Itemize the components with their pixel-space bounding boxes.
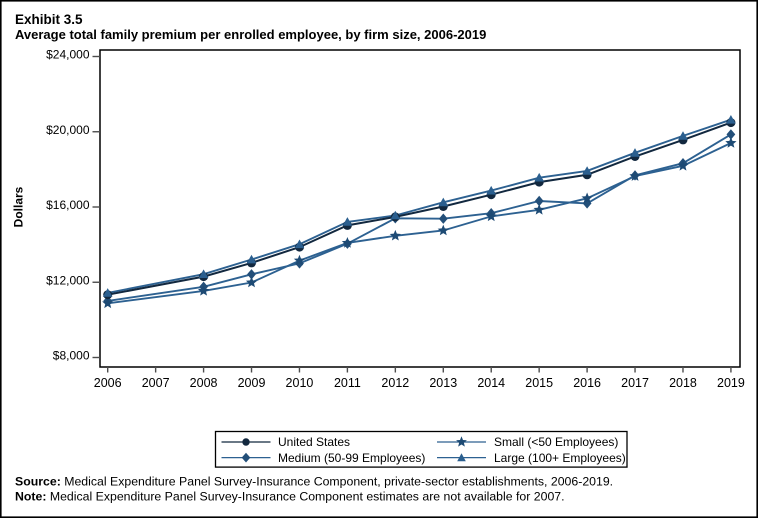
- svg-text:$12,000: $12,000: [46, 273, 90, 287]
- svg-text:Average total family premium p: Average total family premium per enrolle…: [15, 27, 486, 42]
- svg-text:$16,000: $16,000: [46, 198, 90, 212]
- svg-text:2014: 2014: [477, 376, 505, 390]
- svg-text:Source: Medical Expenditure Pa: Source: Medical Expenditure Panel Survey…: [15, 475, 613, 489]
- svg-text:Exhibit 3.5: Exhibit 3.5: [15, 12, 83, 27]
- svg-text:2017: 2017: [621, 376, 649, 390]
- svg-text:2012: 2012: [381, 376, 409, 390]
- svg-text:$24,000: $24,000: [46, 48, 90, 62]
- svg-text:2006: 2006: [94, 376, 122, 390]
- svg-text:Medium (50-99 Employees): Medium (50-99 Employees): [278, 451, 425, 465]
- svg-text:2016: 2016: [573, 376, 601, 390]
- svg-text:2010: 2010: [286, 376, 314, 390]
- svg-text:$20,000: $20,000: [46, 123, 90, 137]
- svg-text:2018: 2018: [669, 376, 697, 390]
- svg-text:2009: 2009: [238, 376, 266, 390]
- svg-text:2007: 2007: [142, 376, 170, 390]
- svg-text:Dollars: Dollars: [12, 186, 26, 227]
- svg-text:2011: 2011: [334, 376, 361, 390]
- svg-text:2008: 2008: [190, 376, 218, 390]
- svg-text:Large (100+ Employees): Large (100+ Employees): [494, 451, 626, 465]
- svg-text:2019: 2019: [717, 376, 745, 390]
- svg-text:Small (<50 Employees): Small (<50 Employees): [494, 435, 618, 449]
- svg-text:Note: Medical Expenditure Pane: Note: Medical Expenditure Panel Survey-I…: [15, 490, 565, 504]
- svg-text:$8,000: $8,000: [53, 349, 90, 363]
- svg-text:2013: 2013: [429, 376, 457, 390]
- svg-text:United States: United States: [278, 435, 350, 449]
- svg-text:2015: 2015: [525, 376, 553, 390]
